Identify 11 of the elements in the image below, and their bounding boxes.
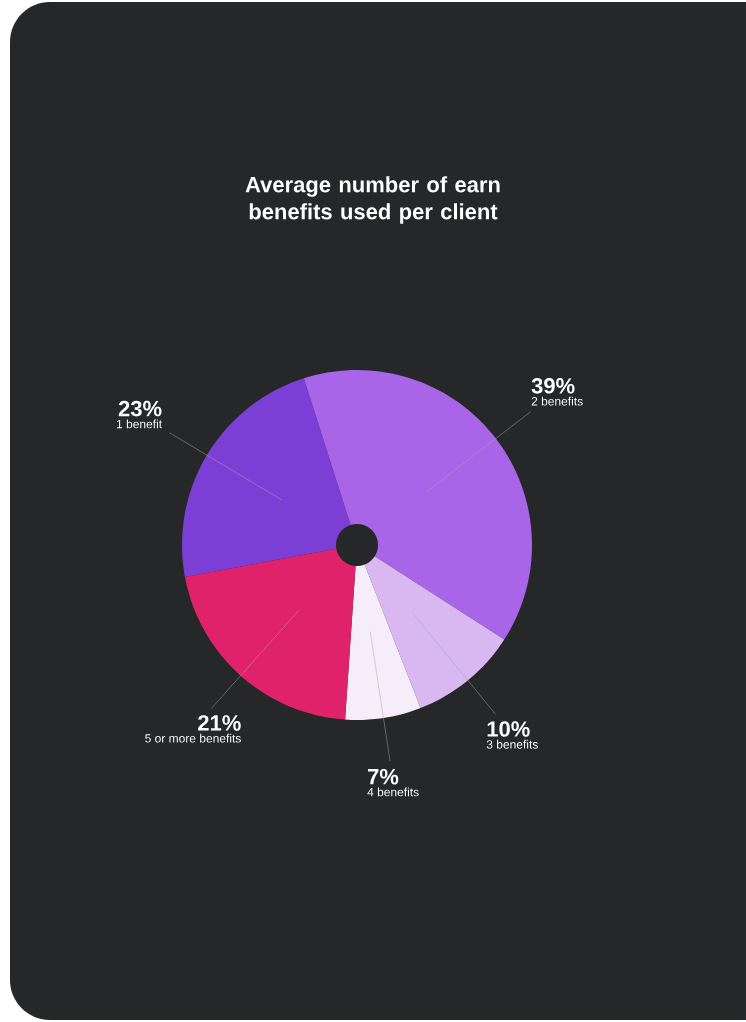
chart-title: Average number of earn benefits used per client [245,176,500,224]
slice-label: 3 benefits [486,739,538,749]
slice-label: 1 benefit [116,419,162,429]
data-label: 10% [487,721,530,737]
slice-label: 2 benefits [531,396,583,406]
data-label: 23% [118,400,162,417]
data-label: 21% [198,715,241,731]
slice-label: 4 benefits [367,787,419,797]
slice-label: 5 or more benefits [145,733,241,743]
data-label: 7% [368,768,399,785]
data-label: 39% [531,378,575,394]
